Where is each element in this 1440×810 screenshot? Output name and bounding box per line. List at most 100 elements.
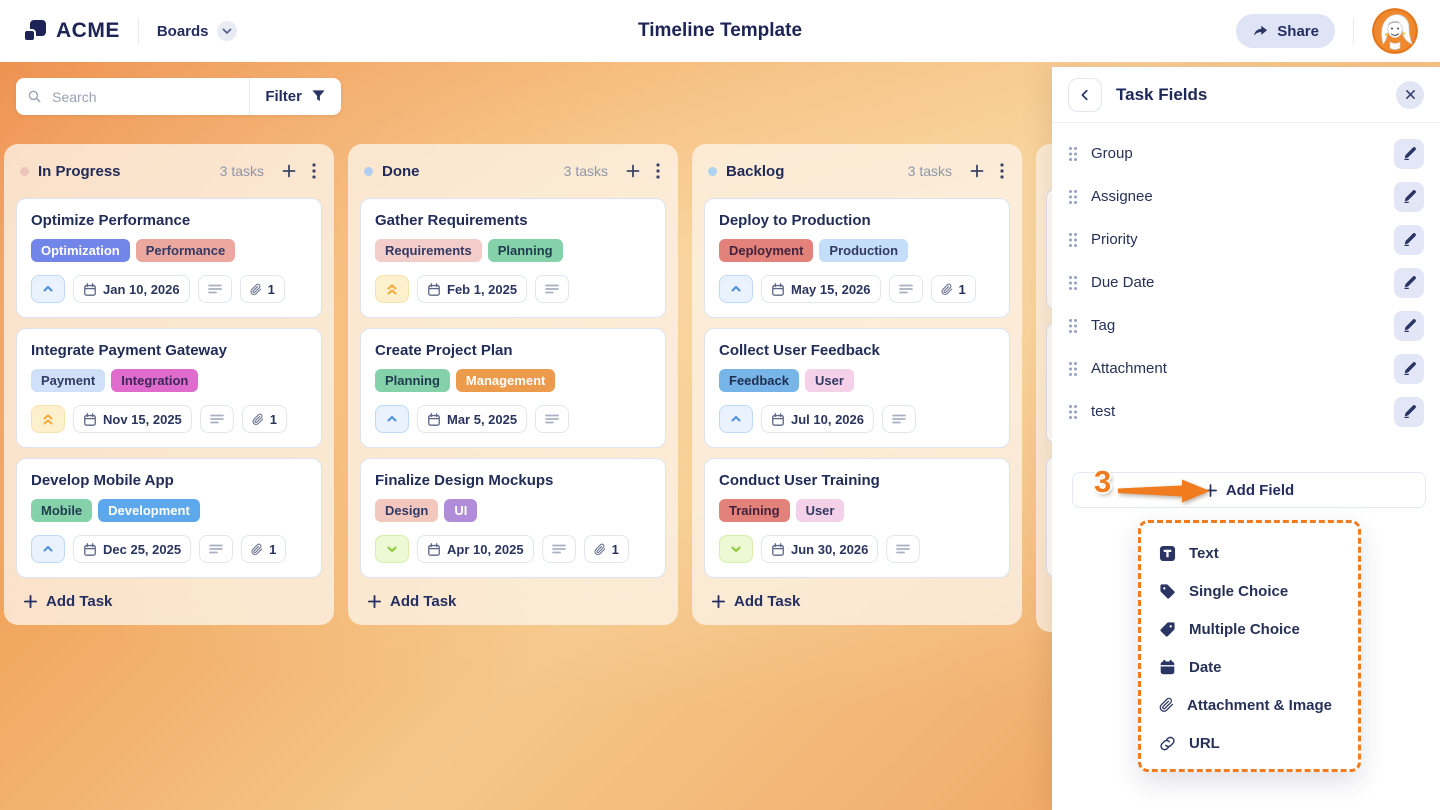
task-card[interactable]: Develop Mobile App Mobile Development De… <box>16 458 322 578</box>
filter-button[interactable]: Filter <box>250 78 341 115</box>
share-button[interactable]: Share <box>1236 14 1335 48</box>
edit-field-button[interactable] <box>1394 396 1424 427</box>
menu-item-multiple-choice[interactable]: Multiple Choice <box>1141 610 1358 648</box>
add-field-label: Add Field <box>1225 481 1295 499</box>
priority-chip[interactable] <box>375 535 409 563</box>
field-row-attachment[interactable]: Attachment <box>1068 347 1424 390</box>
drag-handle-icon[interactable] <box>1068 275 1078 291</box>
menu-item-single-choice[interactable]: Single Choice <box>1141 572 1358 610</box>
field-row-group[interactable]: Group <box>1068 132 1424 175</box>
priority-chip[interactable] <box>719 405 753 433</box>
page-title: Timeline Template <box>637 20 803 41</box>
attachment-chip[interactable]: 1 <box>930 275 976 303</box>
due-date-chip[interactable]: Nov 15, 2025 <box>73 405 192 433</box>
drag-handle-icon[interactable] <box>1068 189 1078 205</box>
priority-chip[interactable] <box>31 405 65 433</box>
column-dot <box>708 166 717 176</box>
add-field-button[interactable]: Add Field <box>1072 472 1426 508</box>
edit-field-button[interactable] <box>1394 267 1424 298</box>
priority-chip[interactable] <box>31 535 65 563</box>
close-button[interactable] <box>1396 80 1424 109</box>
priority-chip[interactable] <box>375 275 409 303</box>
priority-chip[interactable] <box>31 275 65 303</box>
task-card[interactable]: Deploy to Production Deployment Producti… <box>704 198 1010 318</box>
task-card[interactable]: Collect User Feedback Feedback User Jul … <box>704 328 1010 448</box>
add-task-button[interactable]: Add Task <box>360 592 462 611</box>
edit-field-button[interactable] <box>1394 353 1424 384</box>
task-card[interactable]: Gather Requirements Requirements Plannin… <box>360 198 666 318</box>
task-title: Finalize Design Mockups <box>375 472 554 489</box>
task-card[interactable]: Integrate Payment Gateway Payment Integr… <box>16 328 322 448</box>
task-card[interactable]: Create Project Plan Planning Management … <box>360 328 666 448</box>
drag-handle-icon[interactable] <box>1068 361 1078 377</box>
drag-handle-icon[interactable] <box>1068 146 1078 162</box>
boards-dropdown[interactable]: Boards <box>157 21 237 41</box>
column-add-icon[interactable] <box>282 164 296 178</box>
edit-field-button[interactable] <box>1394 181 1424 212</box>
field-row-test[interactable]: test <box>1068 390 1424 433</box>
task-card[interactable]: Optimize Performance Optimization Perfor… <box>16 198 322 318</box>
drag-handle-icon[interactable] <box>1068 318 1078 334</box>
column-menu-icon[interactable] <box>312 163 316 179</box>
task-card[interactable]: Finalize Design Mockups Design UI Apr 10… <box>360 458 666 578</box>
attachment-chip[interactable]: 1 <box>241 535 287 563</box>
add-task-button[interactable]: Add Task <box>16 592 118 611</box>
back-button[interactable] <box>1068 77 1102 112</box>
menu-item-url[interactable]: URL <box>1141 724 1358 762</box>
due-date-chip[interactable]: Dec 25, 2025 <box>73 535 192 563</box>
edit-field-button[interactable] <box>1394 310 1424 341</box>
description-chip[interactable] <box>535 405 570 433</box>
edit-field-button[interactable] <box>1394 138 1424 169</box>
due-date-chip[interactable]: Feb 1, 2025 <box>417 275 528 303</box>
due-date-chip[interactable]: Jan 10, 2026 <box>73 275 190 303</box>
field-row-assignee[interactable]: Assignee <box>1068 175 1424 218</box>
attachment-chip[interactable]: 1 <box>239 275 285 303</box>
description-chip[interactable] <box>199 405 234 433</box>
due-date-chip[interactable]: May 15, 2026 <box>761 275 881 303</box>
column-menu-icon[interactable] <box>1000 163 1004 179</box>
due-date-chip[interactable]: Jun 30, 2026 <box>761 535 879 563</box>
description-chip[interactable] <box>541 535 576 563</box>
description-chip[interactable] <box>199 535 234 563</box>
field-row-tag[interactable]: Tag <box>1068 304 1424 347</box>
attachment-chip[interactable]: 1 <box>241 405 288 433</box>
priority-chip[interactable] <box>719 535 753 563</box>
app-logo[interactable]: ACME <box>22 18 120 44</box>
search-input[interactable] <box>50 87 238 106</box>
due-date-chip[interactable]: Jul 10, 2026 <box>761 405 874 433</box>
column-title: In Progress <box>38 162 121 180</box>
description-chip[interactable] <box>197 275 232 303</box>
description-chip[interactable] <box>888 275 923 303</box>
tag-row: Feedback User <box>719 369 995 392</box>
add-task-button[interactable]: Add Task <box>704 592 806 611</box>
tag-chip: Payment <box>31 369 106 392</box>
menu-item-text[interactable]: Text <box>1141 534 1358 572</box>
description-chip[interactable] <box>886 535 921 563</box>
attachment-count: 1 <box>269 541 277 557</box>
field-row-priority[interactable]: Priority <box>1068 218 1424 261</box>
column-dot <box>20 166 29 176</box>
edit-field-button[interactable] <box>1394 224 1424 255</box>
field-row-due-date[interactable]: Due Date <box>1068 261 1424 304</box>
task-title: Integrate Payment Gateway <box>31 342 227 359</box>
menu-item-attachment-image[interactable]: Attachment & Image <box>1141 686 1358 724</box>
attachment-chip[interactable]: 1 <box>583 535 629 563</box>
column-add-icon[interactable] <box>626 164 640 178</box>
column-add-icon[interactable] <box>970 164 984 178</box>
add-task-label: Add Task <box>734 593 801 610</box>
avatar-illustration-icon <box>1372 8 1418 54</box>
task-card[interactable]: Conduct User Training Training User Jun … <box>704 458 1010 578</box>
column-menu-icon[interactable] <box>656 163 660 179</box>
due-date-chip[interactable]: Apr 10, 2025 <box>417 535 534 563</box>
description-chip[interactable] <box>882 405 916 433</box>
paperclip-icon <box>594 543 605 555</box>
drag-handle-icon[interactable] <box>1068 404 1078 420</box>
drag-handle-icon[interactable] <box>1068 232 1078 248</box>
description-chip[interactable] <box>535 275 570 303</box>
priority-chip[interactable] <box>719 275 753 303</box>
menu-item-date[interactable]: Date <box>1141 648 1358 686</box>
priority-chip[interactable] <box>375 405 409 433</box>
due-date-chip[interactable]: Mar 5, 2025 <box>417 405 528 433</box>
user-avatar[interactable] <box>1372 8 1418 54</box>
logo-text: ACME <box>56 19 120 42</box>
